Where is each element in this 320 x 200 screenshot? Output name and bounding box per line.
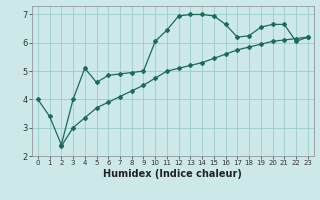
X-axis label: Humidex (Indice chaleur): Humidex (Indice chaleur) <box>103 169 242 179</box>
